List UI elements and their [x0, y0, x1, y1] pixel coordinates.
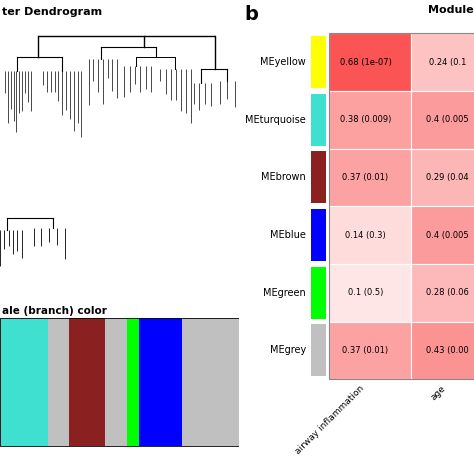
Bar	[328, 33, 410, 91]
Bar	[410, 33, 474, 91]
Bar	[311, 94, 326, 146]
Text: age: age	[429, 384, 447, 402]
Bar	[410, 148, 474, 206]
Bar	[311, 36, 326, 88]
Bar	[48, 318, 69, 446]
Bar	[328, 91, 410, 148]
Bar	[311, 324, 326, 376]
Text: MEgreen: MEgreen	[264, 288, 306, 298]
Bar	[328, 148, 410, 206]
Bar	[328, 206, 410, 264]
Text: Module-: Module-	[428, 5, 474, 15]
Text: 0.43 (0.00: 0.43 (0.00	[426, 346, 469, 355]
Bar	[328, 321, 410, 379]
Text: 0.29 (0.04: 0.29 (0.04	[426, 173, 469, 182]
Bar	[311, 267, 326, 319]
Text: 0.28 (0.06: 0.28 (0.06	[426, 288, 469, 297]
Text: 0.14 (0.3): 0.14 (0.3)	[345, 230, 386, 239]
Text: 0.4 (0.005: 0.4 (0.005	[426, 115, 469, 124]
Text: 0.1 (0.5): 0.1 (0.5)	[348, 288, 383, 297]
Bar	[311, 151, 326, 203]
Text: MEturquoise: MEturquoise	[246, 115, 306, 125]
Bar	[0, 318, 48, 446]
Text: MEgrey: MEgrey	[270, 346, 306, 356]
Text: airway inflammation: airway inflammation	[293, 384, 365, 456]
Text: 0.68 (1e-07): 0.68 (1e-07)	[339, 57, 392, 66]
Text: ale (branch) color: ale (branch) color	[2, 306, 107, 316]
Text: MEyellow: MEyellow	[261, 57, 306, 67]
Bar	[69, 318, 105, 446]
Text: MEbrown: MEbrown	[262, 173, 306, 182]
Bar	[410, 321, 474, 379]
Text: 0.37 (0.01): 0.37 (0.01)	[342, 173, 389, 182]
Text: ter Dendrogram: ter Dendrogram	[2, 7, 102, 17]
Bar	[410, 206, 474, 264]
Bar	[139, 318, 182, 446]
Text: 0.38 (0.009): 0.38 (0.009)	[340, 115, 391, 124]
Bar	[311, 209, 326, 261]
Bar	[410, 91, 474, 148]
Text: MEblue: MEblue	[270, 230, 306, 240]
Text: b: b	[244, 5, 258, 24]
Bar	[0, 318, 239, 446]
Text: 0.4 (0.005: 0.4 (0.005	[426, 230, 469, 239]
Text: 0.37 (0.01): 0.37 (0.01)	[342, 346, 389, 355]
Bar	[410, 264, 474, 321]
Bar	[328, 33, 474, 379]
Text: 0.24 (0.1: 0.24 (0.1	[429, 57, 466, 66]
Bar	[105, 318, 127, 446]
Bar	[127, 318, 139, 446]
Bar	[328, 264, 410, 321]
Bar	[182, 318, 239, 446]
